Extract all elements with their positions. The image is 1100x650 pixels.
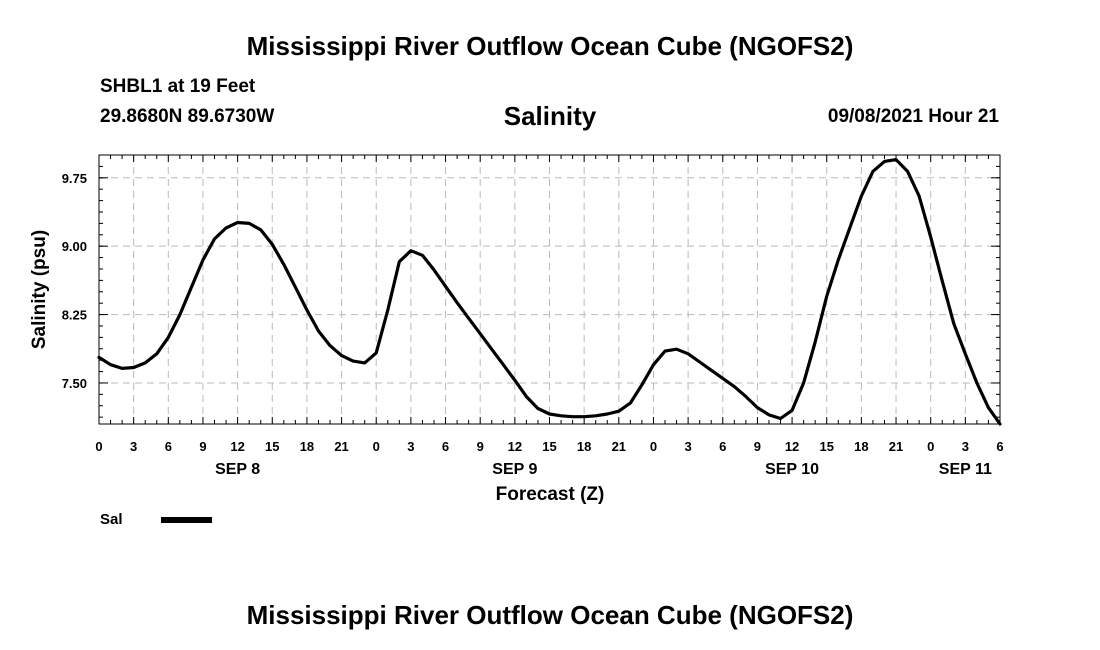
x-tick-label: 21 — [889, 439, 903, 454]
forecast-datetime: 09/08/2021 Hour 21 — [827, 106, 999, 127]
day-label: SEP 9 — [492, 461, 537, 478]
x-tick-label: 3 — [962, 439, 969, 454]
x-tick-label: 18 — [854, 439, 868, 454]
series-layer — [97, 158, 1002, 426]
x-tick-label: 12 — [508, 439, 522, 454]
x-tick-label: 9 — [754, 439, 761, 454]
x-tick-label: 12 — [785, 439, 799, 454]
day-label: SEP 10 — [765, 461, 819, 478]
y-tick-label: 7.50 — [62, 376, 87, 391]
x-tick-label: 6 — [719, 439, 726, 454]
x-tick-label: 0 — [650, 439, 657, 454]
variable-title: Salinity — [503, 101, 597, 131]
y-tick-label: 9.00 — [62, 239, 87, 254]
station-coords: 29.8680N 89.6730W — [100, 106, 275, 127]
x-tick-label: 6 — [996, 439, 1003, 454]
x-tick-label: 15 — [819, 439, 833, 454]
x-tick-label: 6 — [442, 439, 449, 454]
y-tick-label: 9.75 — [62, 171, 87, 186]
x-tick-label: 6 — [165, 439, 172, 454]
x-tick-label: 15 — [542, 439, 556, 454]
x-tick-label: 0 — [927, 439, 934, 454]
x-tick-label: 18 — [300, 439, 314, 454]
day-label: SEP 8 — [215, 461, 260, 478]
y-axis-title: Salinity (psu) — [29, 230, 50, 349]
x-tick-label: 21 — [334, 439, 348, 454]
x-tick-label: 18 — [577, 439, 591, 454]
x-axis-title: Forecast (Z) — [496, 484, 605, 505]
x-tick-label: 15 — [265, 439, 279, 454]
x-tick-label: 12 — [230, 439, 244, 454]
x-tick-label: 3 — [407, 439, 414, 454]
series-line-sal — [97, 158, 1002, 426]
x-tick-label: 9 — [199, 439, 206, 454]
plot-frame — [98, 154, 1001, 425]
station-label: SHBL1 at 19 Feet — [100, 76, 256, 97]
x-tick-label: 0 — [373, 439, 380, 454]
y-tick-label: 8.25 — [62, 308, 87, 323]
x-tick-label: 3 — [684, 439, 691, 454]
footer-title: Mississippi River Outflow Ocean Cube (NG… — [246, 600, 854, 630]
legend-label: Sal — [100, 511, 123, 528]
axis-labels: 0 3 6 9 12 15 18 21 0 3 6 9 12 15 18 21 0 3 6 9 12 15 18 21 0 3 6 7… — [29, 171, 1004, 505]
x-tick-label: 9 — [477, 439, 484, 454]
x-tick-label: 21 — [612, 439, 626, 454]
x-tick-label: 0 — [95, 439, 102, 454]
x-tick-label: 3 — [130, 439, 137, 454]
day-label: SEP 11 — [939, 461, 992, 478]
axes — [98, 154, 1001, 425]
grid-lines — [99, 155, 1000, 424]
legend: Sal — [100, 511, 212, 528]
chart-main-title: Mississippi River Outflow Ocean Cube (NG… — [246, 31, 854, 61]
